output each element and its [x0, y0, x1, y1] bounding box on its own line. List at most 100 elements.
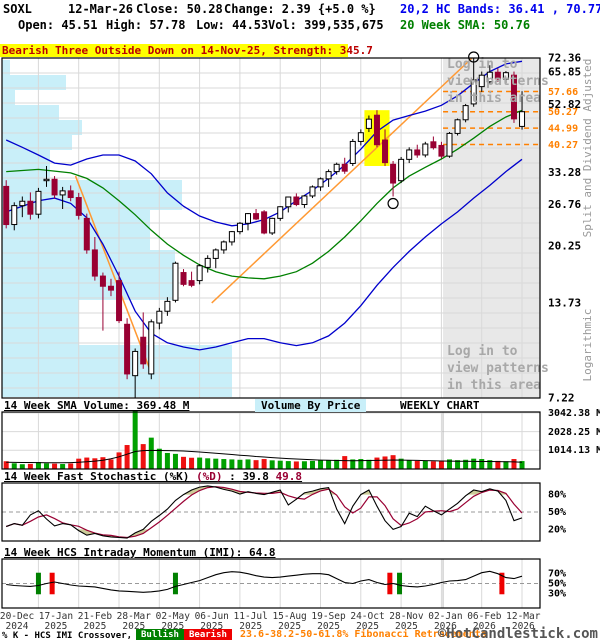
header-hc-bands: 20,2 HC Bands: 36.41 , 70.77	[400, 2, 600, 16]
stochastic-k-line	[6, 485, 523, 539]
volume-sma-line	[6, 449, 523, 464]
volume-bar	[285, 461, 291, 469]
vbp-bar	[2, 105, 59, 120]
login-note-text: in this area	[447, 91, 541, 106]
volume-bar	[277, 460, 283, 469]
vbp-bar	[2, 75, 66, 90]
candle-body	[430, 141, 437, 149]
date-axis-label: 12-Mar	[506, 611, 541, 622]
volume-by-price-label: Volume By Price	[255, 399, 367, 412]
candle-body	[446, 132, 453, 157]
price-axis-label: 26.76	[548, 198, 581, 211]
volume-bar	[430, 461, 436, 469]
volume-bar	[519, 461, 525, 469]
volume-bar	[213, 458, 219, 469]
imi-axis-label: 50%	[548, 579, 566, 590]
stochastic-k-value: 39.8	[242, 470, 269, 483]
login-note-text: Log in to	[447, 344, 518, 359]
header-change: Change: 2.39 {+5.0 %}	[224, 2, 376, 16]
vbp-bar	[2, 250, 175, 300]
volume-bar	[11, 463, 17, 469]
date-axis-label: 2025	[278, 621, 301, 632]
imi-axis-label: 70%	[548, 569, 566, 580]
candle-body	[478, 74, 485, 88]
vbp-bar	[2, 120, 82, 135]
candle-body	[67, 190, 74, 199]
volume-bar	[269, 460, 275, 469]
date-axis-label: 02-Jan	[428, 611, 462, 622]
volume-bar	[221, 459, 227, 469]
candle-body	[124, 323, 131, 375]
candles	[3, 58, 526, 398]
price-axis-label: 72.36	[548, 52, 581, 65]
imi-crossover-signal-bullish	[397, 572, 403, 595]
price-axis-label: 65.85	[548, 65, 581, 78]
volume-bar	[390, 455, 396, 469]
candle-body	[228, 231, 235, 243]
vbp-bar	[2, 300, 79, 345]
candle-body	[83, 217, 90, 251]
date-axis-label: 2025	[122, 621, 145, 632]
date-axis-label: 2025	[356, 621, 379, 632]
volume-bar	[318, 460, 324, 469]
stochastic-title-main: 14 Week Fast Stochastic (%K)	[4, 470, 190, 483]
volume-bar	[205, 458, 211, 469]
axis-note-adjusted: Split and Dividend Adjusted	[581, 59, 594, 238]
volume-axis-label: 2028.25 M	[548, 427, 600, 438]
vbp-bar	[2, 60, 10, 75]
price-axis-label: 20.25	[548, 239, 581, 252]
fibonacci-legend-label: 23.6-38.2-50-61.8% Fibonacci Retracement…	[240, 629, 487, 640]
candle-body	[293, 196, 300, 206]
volume-bar	[148, 437, 154, 469]
candle-body	[148, 321, 155, 375]
candle-body	[519, 111, 526, 127]
candle-body	[245, 213, 251, 224]
stochastic-axis-label: 20%	[548, 524, 566, 535]
date-axis-label: 11-Jul	[234, 611, 268, 622]
date-axis-label: 20-Dec	[0, 611, 34, 622]
candle-body	[91, 249, 98, 277]
date-axis-label: 2025	[83, 621, 106, 632]
candle-body	[325, 171, 332, 180]
candle-body	[43, 178, 50, 182]
candle-body	[382, 139, 389, 164]
stochastic-axis-label: 50%	[548, 507, 566, 518]
candle-body	[253, 213, 260, 220]
price-axis-label: 33.28	[548, 166, 581, 179]
candle-body	[373, 114, 380, 146]
candle-body	[107, 285, 114, 291]
price-axis-label: 52.82	[548, 98, 581, 111]
stochastic-title-sep: :	[222, 470, 243, 483]
candle-body	[317, 178, 324, 188]
candle-body	[19, 200, 26, 207]
candle-body	[398, 158, 405, 182]
imi-crossover-signal-bullish	[172, 572, 178, 595]
volume-axis-label: 1014.13 M	[548, 445, 600, 456]
candle-body	[349, 140, 356, 164]
candle-body	[180, 272, 187, 285]
date-axis-label: 24-Oct	[350, 611, 384, 622]
volume-bar	[140, 444, 146, 469]
volume-bar	[229, 459, 235, 469]
volume-bar	[487, 460, 493, 469]
volume-bar	[245, 459, 251, 469]
symbol: SOXL	[3, 2, 32, 16]
axis-note-logarithmic: Logarithmic	[581, 309, 594, 382]
candle-body	[414, 149, 421, 156]
candle-body	[470, 79, 477, 105]
date-axis-label: 17-Jan	[39, 611, 73, 622]
login-note-text: view patterns	[447, 74, 549, 89]
header-close: Close: 50.28	[136, 2, 223, 16]
date-axis-label: 2025	[317, 621, 340, 632]
candle-body	[59, 190, 66, 196]
volume-bar	[27, 463, 33, 469]
candle-body	[406, 149, 413, 160]
candle-body	[301, 195, 308, 206]
candle-body	[390, 163, 397, 184]
candle-body	[357, 132, 364, 142]
stochastic-axis-label: 80%	[548, 490, 566, 501]
candle-body	[236, 222, 243, 233]
candle-body	[365, 118, 372, 129]
volume-bar	[422, 460, 428, 469]
stochastic-d-line	[5, 486, 523, 539]
